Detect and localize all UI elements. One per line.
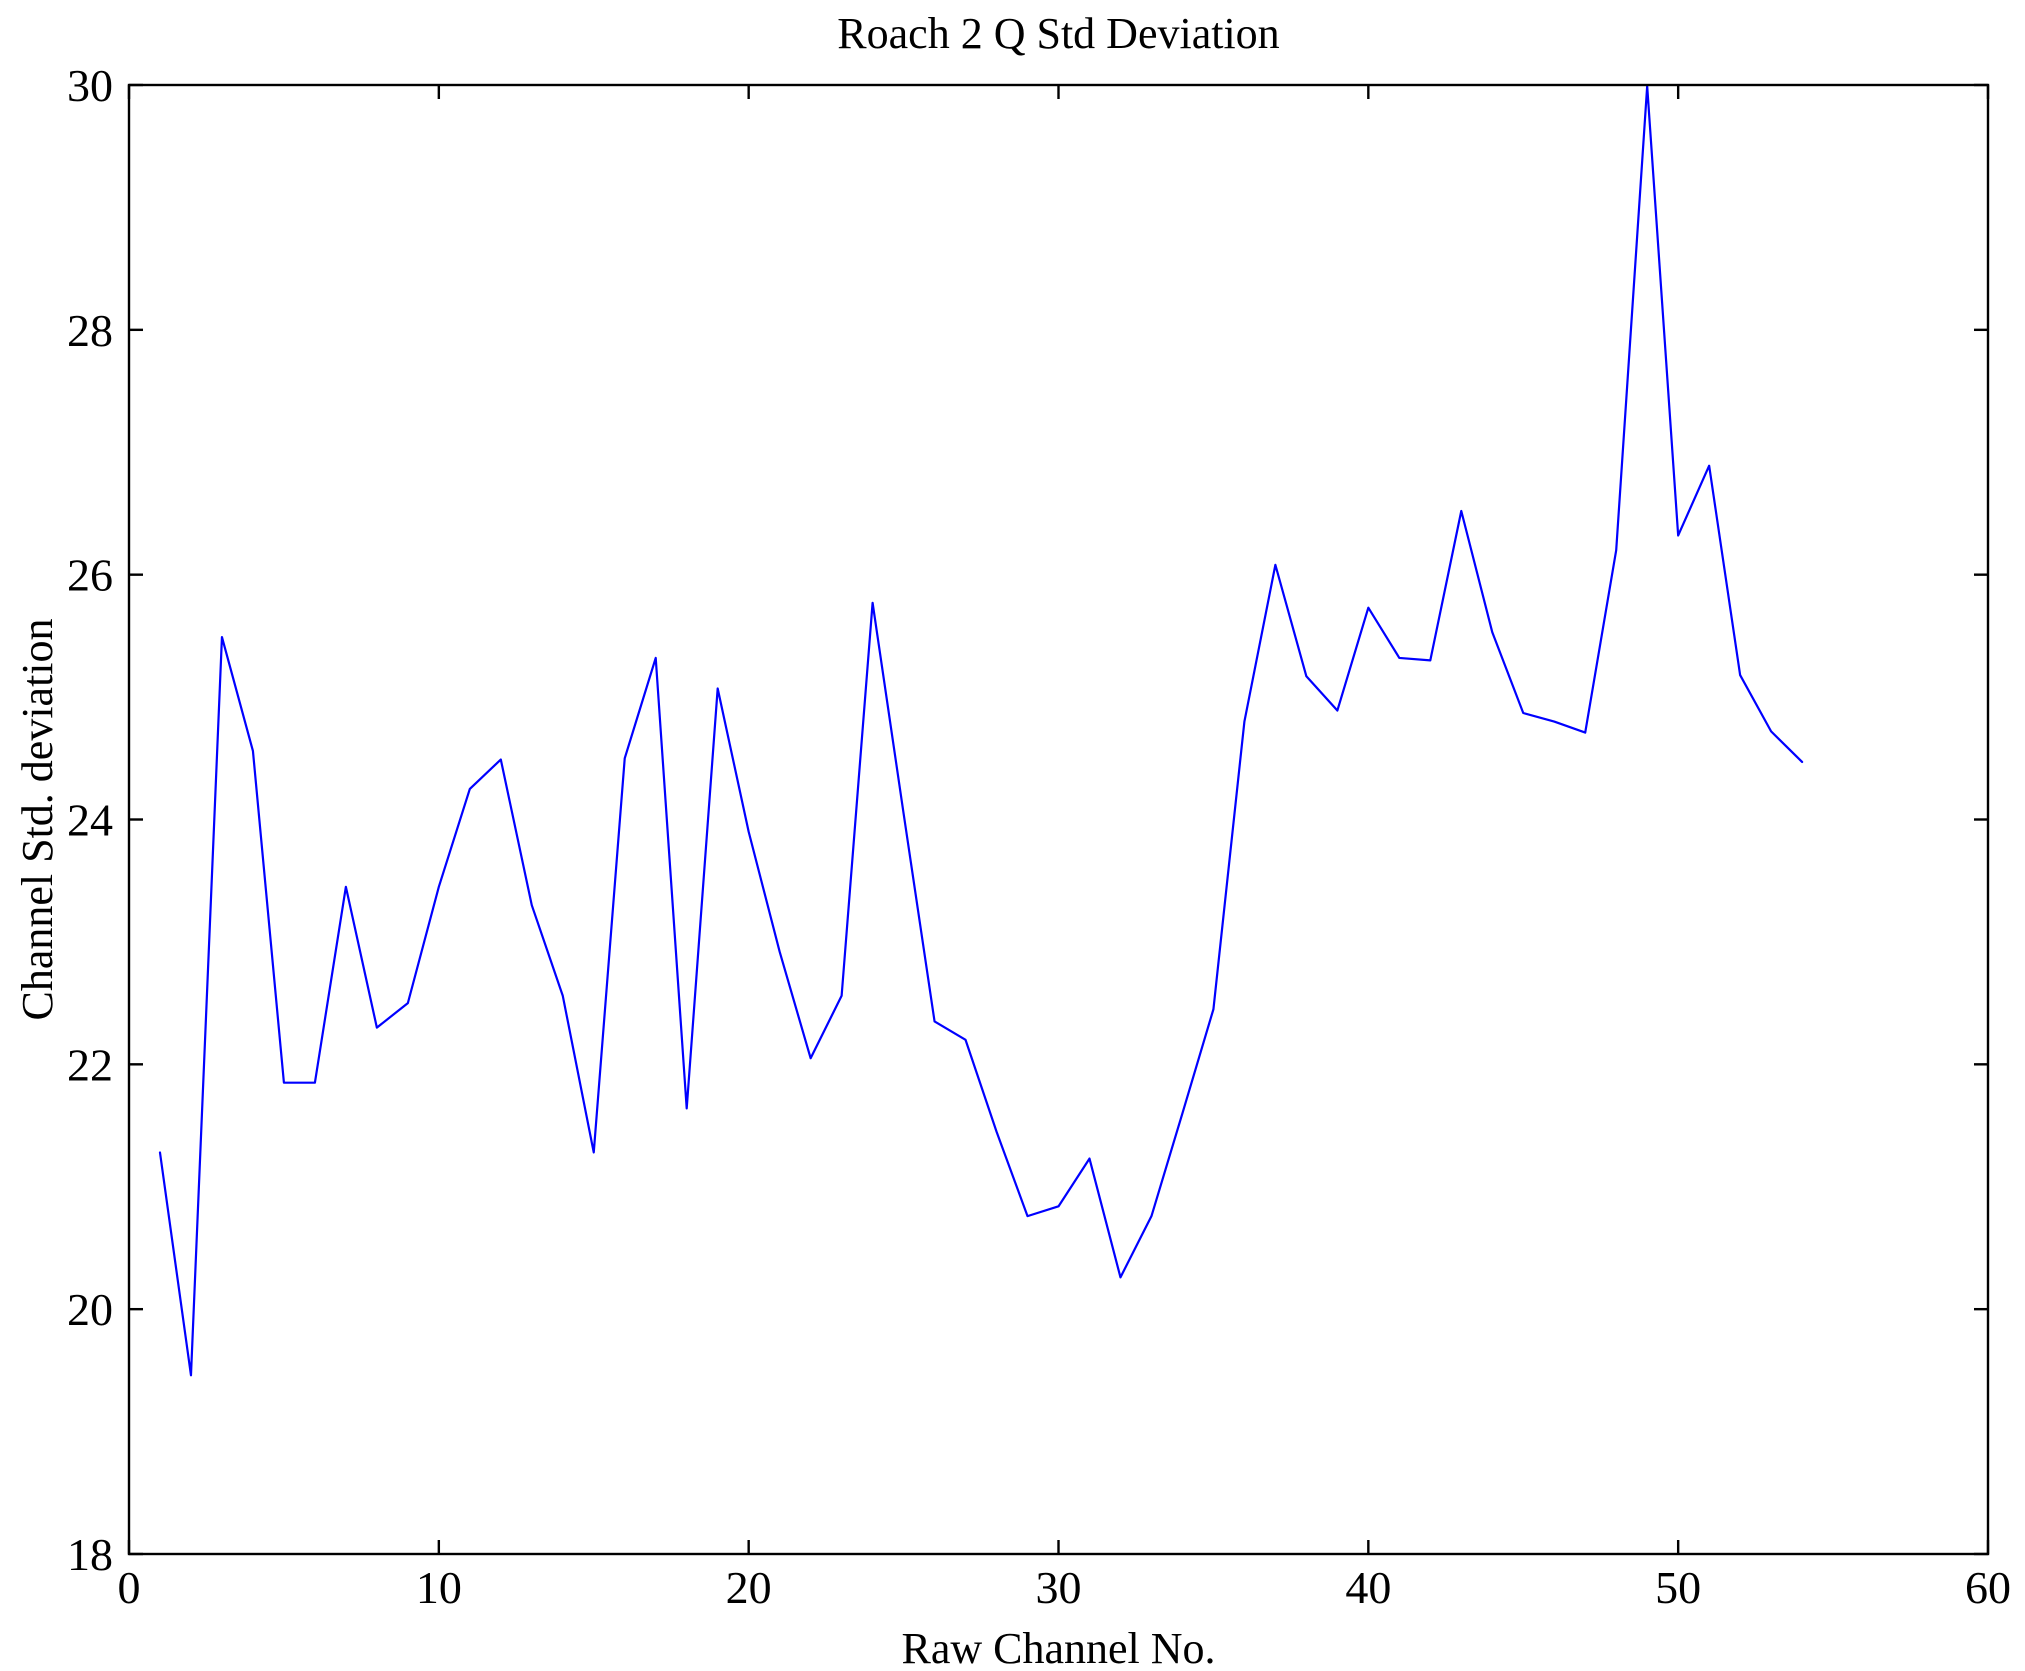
- y-tick-label: 30: [67, 60, 113, 111]
- y-tick-label: 24: [67, 795, 113, 846]
- axis-tick-labels: 0 10 20 30 40 50 60 18 20 22 24 26 28 30: [67, 60, 2011, 1613]
- y-tick-label: 22: [67, 1039, 113, 1090]
- y-axis-label: Channel Std. deviation: [13, 618, 62, 1020]
- y-tick-label: 28: [67, 305, 113, 356]
- y-tick-label: 18: [67, 1529, 113, 1580]
- x-axis-label: Raw Channel No.: [901, 1624, 1215, 1671]
- plot-border-box: [127, 83, 1990, 1556]
- x-tick-label: 20: [726, 1562, 772, 1613]
- axis-ticks: [127, 83, 1990, 1556]
- x-tick-label: 30: [1036, 1562, 1082, 1613]
- x-tick-label: 60: [1965, 1562, 2011, 1613]
- x-tick-label: 40: [1345, 1562, 1391, 1613]
- x-tick-label: 0: [118, 1562, 141, 1613]
- chart-title: Roach 2 Q Std Deviation: [837, 9, 1279, 58]
- data-series-line: [158, 85, 1804, 1377]
- y-tick-label: 20: [67, 1284, 113, 1335]
- y-tick-label: 26: [67, 550, 113, 601]
- x-tick-label: 10: [416, 1562, 462, 1613]
- x-tick-label: 50: [1655, 1562, 1701, 1613]
